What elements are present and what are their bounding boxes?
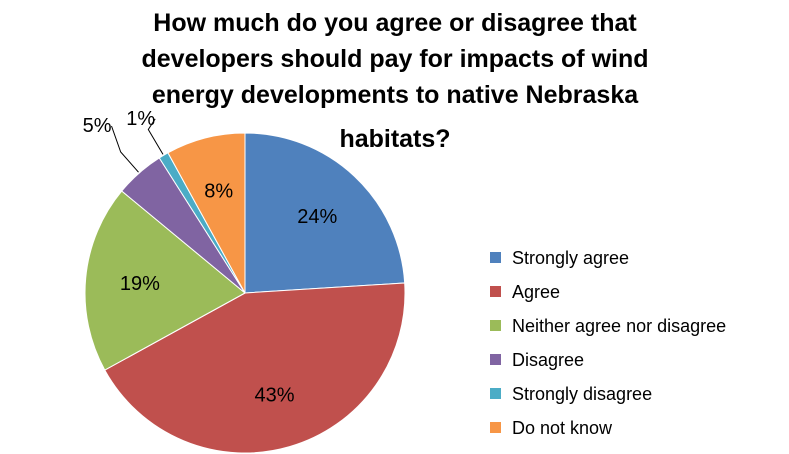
leader-line-strongly-disagree [147, 118, 164, 155]
pie-slice-do-not-know [167, 132, 246, 294]
pie-slices [84, 132, 406, 454]
data-label-agree: 43% [254, 384, 294, 406]
legend-swatch-strongly-disagree [490, 388, 501, 399]
pie-slice-neither-agree-nor-disagree [84, 190, 246, 371]
legend-swatch-strongly-agree [490, 252, 501, 263]
legend-swatch-agree [490, 286, 501, 297]
chart-title-line-3: energy developments to native Nebraska [152, 81, 639, 109]
leader-line-disagree [111, 125, 139, 173]
legend-label-do-not-know: Do not know [512, 418, 613, 438]
legend-swatch-do-not-know [490, 422, 501, 433]
data-label-disagree: 5% [83, 115, 112, 137]
data-label-strongly-agree: 24% [297, 206, 337, 228]
data-label-do-not-know: 8% [204, 181, 233, 203]
leader-lines [111, 118, 164, 173]
legend-label-disagree: Disagree [512, 350, 584, 370]
pie-slice-strongly-agree [244, 132, 406, 294]
legend-swatch-neither-agree-nor-disagree [490, 320, 501, 331]
legend-label-neither-agree-nor-disagree: Neither agree nor disagree [512, 316, 726, 336]
data-labels: 24% 43% 19% 5% 1% 8% [83, 108, 338, 406]
chart-title-line-2: developers should pay for impacts of win… [141, 45, 648, 73]
legend-swatch-disagree [490, 354, 501, 365]
data-label-strongly-disagree: 1% [126, 108, 155, 130]
chart-title-line-1: How much do you agree or disagree that [153, 9, 637, 37]
pie-slice-agree [104, 282, 406, 454]
legend-label-strongly-disagree: Strongly disagree [512, 384, 652, 404]
legend-label-agree: Agree [512, 282, 560, 302]
data-label-neither-agree-nor-disagree: 19% [120, 273, 160, 295]
legend-label-strongly-agree: Strongly agree [512, 248, 629, 268]
legend: Strongly agree Agree Neither agree nor dis… [490, 248, 726, 438]
chart-title: How much do you agree or disagree that d… [141, 9, 648, 153]
chart-title-line-4: habitats? [339, 125, 450, 153]
